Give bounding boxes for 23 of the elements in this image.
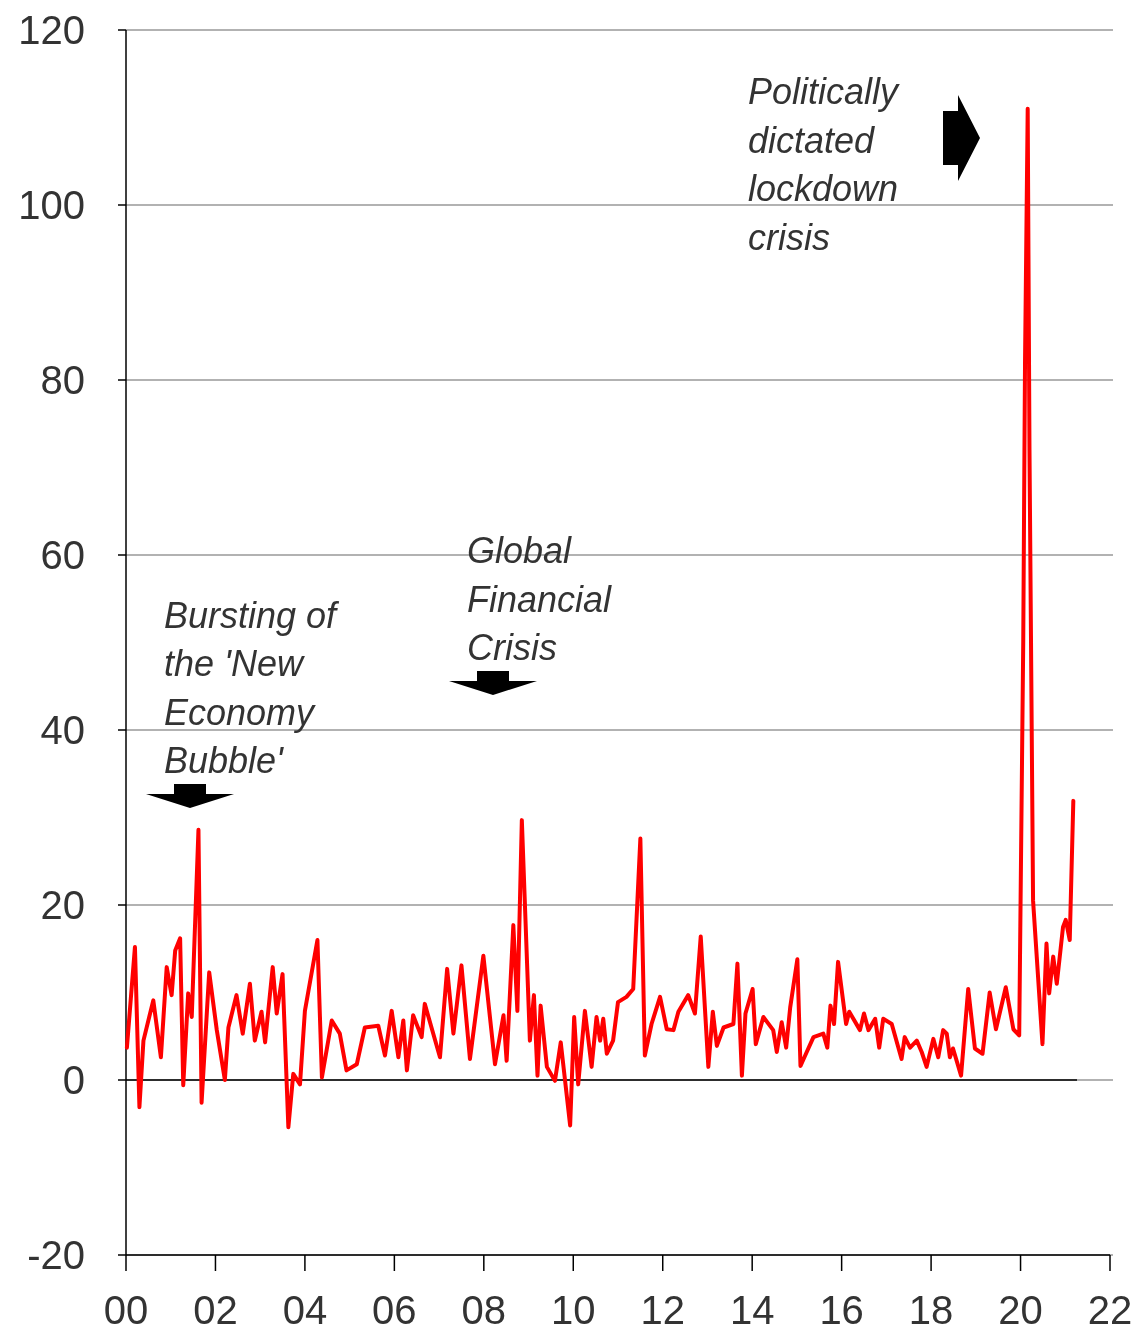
x-tick-label: 16 <box>819 1288 864 1331</box>
annotation: Bursting of the 'New Economy Bubble' <box>164 594 341 781</box>
y-tick-label: 40 <box>40 708 85 752</box>
y-tick-label: 20 <box>40 883 85 927</box>
x-tick-label: 00 <box>103 1288 149 1331</box>
x-tick-label: 10 <box>551 1288 596 1331</box>
x-tick-label: 12 <box>640 1288 685 1331</box>
y-tick-label: 80 <box>40 358 85 402</box>
y-tick-label: 0 <box>62 1058 85 1102</box>
y-tick-label: 120 <box>18 8 85 52</box>
x-tick-label: 22 <box>1087 1288 1133 1331</box>
x-tick-label: 18 <box>908 1288 954 1331</box>
annotation: Politically dictated lockdown crisis <box>748 71 901 258</box>
x-tick-label: 08 <box>461 1288 507 1331</box>
y-tick-label: -20 <box>27 1233 85 1277</box>
annotation: Global Financial Crisis <box>467 530 613 668</box>
y-tick-label: 60 <box>40 533 85 577</box>
x-tick-label: 20 <box>998 1288 1043 1331</box>
y-tick-label: 100 <box>18 183 85 227</box>
x-tick-label: 14 <box>729 1288 775 1331</box>
x-tick-label: 06 <box>372 1288 417 1331</box>
x-tick-label: 02 <box>193 1288 238 1331</box>
x-tick-label: 04 <box>282 1288 328 1331</box>
